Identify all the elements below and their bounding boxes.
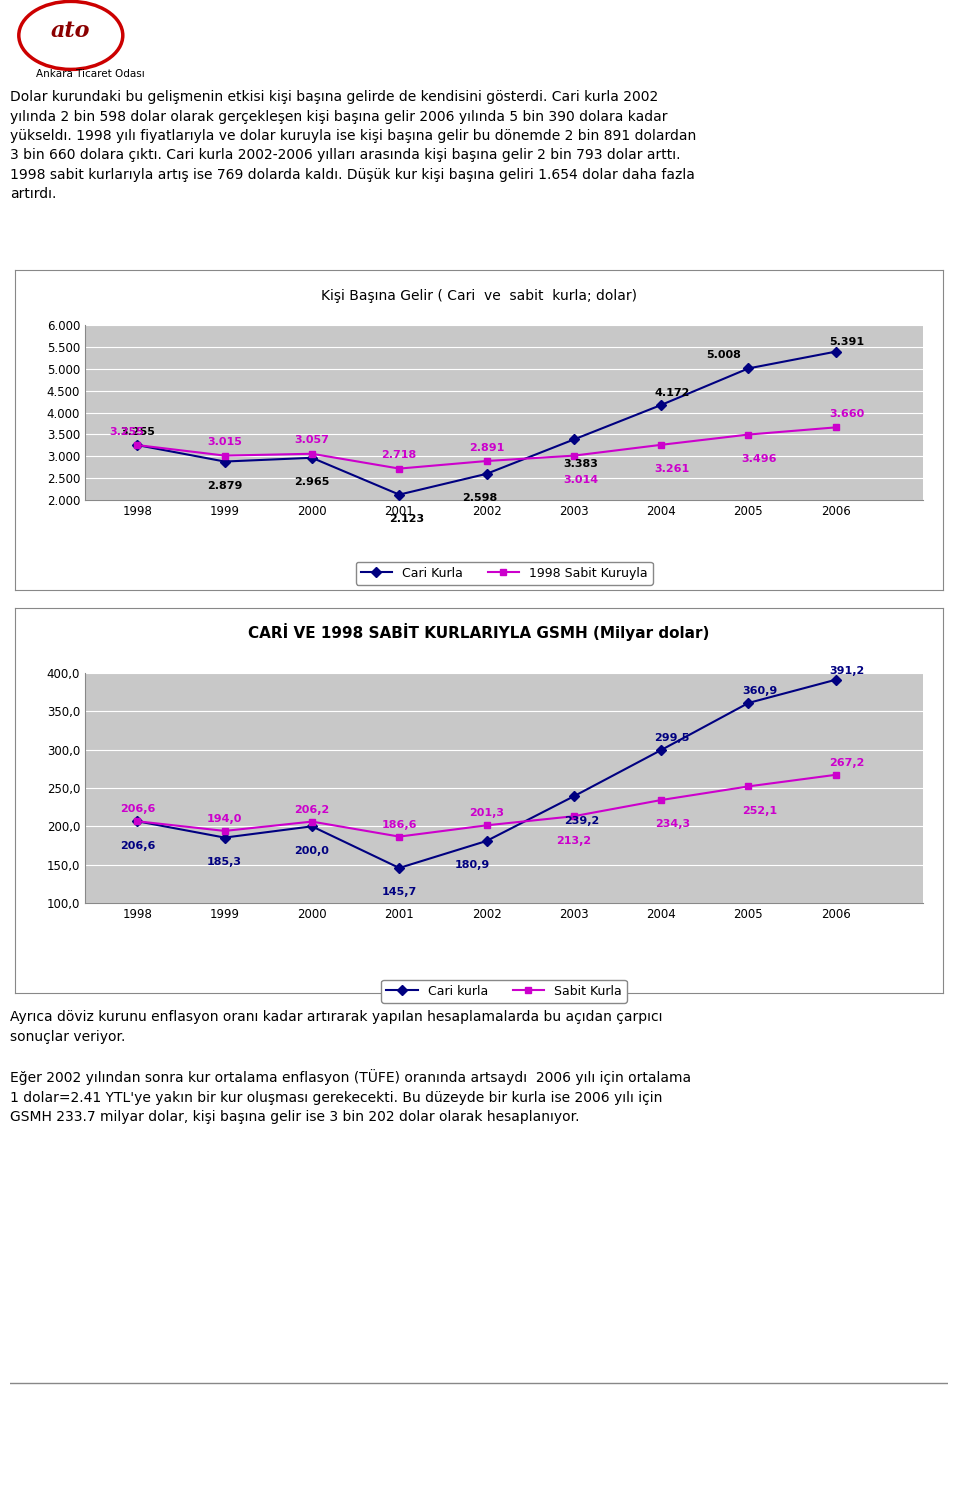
Text: 201,3: 201,3 — [469, 809, 504, 818]
Text: 3.057: 3.057 — [295, 436, 329, 445]
Text: 234,3: 234,3 — [655, 819, 690, 830]
Text: 3.383: 3.383 — [564, 458, 598, 469]
Text: 3.261: 3.261 — [655, 464, 690, 475]
Legend: Cari Kurla, 1998 Sabit Kuruyla: Cari Kurla, 1998 Sabit Kuruyla — [355, 562, 653, 584]
Text: 3.255: 3.255 — [108, 427, 144, 437]
Legend: Cari kurla, Sabit Kurla: Cari kurla, Sabit Kurla — [381, 980, 627, 1002]
Text: 200,0: 200,0 — [295, 846, 329, 855]
Text: Dolar kurundaki bu gelişmenin etkisi kişi başına gelirde de kendisini gösterdi. : Dolar kurundaki bu gelişmenin etkisi kiş… — [10, 90, 696, 202]
Text: Ayrıca döviz kurunu enflasyon oranı kadar artırarak yapılan hesaplamalarda bu aç: Ayrıca döviz kurunu enflasyon oranı kada… — [10, 1010, 691, 1125]
Text: 180,9: 180,9 — [455, 860, 491, 870]
Text: 3.660: 3.660 — [829, 409, 864, 419]
Text: 5.008: 5.008 — [706, 351, 741, 360]
Text: 206,6: 206,6 — [120, 804, 156, 815]
Text: 145,7: 145,7 — [382, 887, 417, 897]
Text: 2.718: 2.718 — [382, 451, 417, 460]
Text: 206,6: 206,6 — [120, 840, 156, 851]
Text: 5.391: 5.391 — [829, 337, 864, 348]
Text: 2.123: 2.123 — [389, 514, 423, 524]
Text: 194,0: 194,0 — [207, 813, 242, 824]
Text: Kişi Başına Gelir ( Cari  ve  sabit  kurla; dolar): Kişi Başına Gelir ( Cari ve sabit kurla;… — [321, 289, 637, 303]
Text: 213,2: 213,2 — [556, 836, 591, 846]
Text: 186,6: 186,6 — [381, 819, 417, 830]
Text: 2.965: 2.965 — [295, 478, 329, 487]
Text: CARİ VE 1998 SABİT KURLARIYLA GSMH (Milyar dolar): CARİ VE 1998 SABİT KURLARIYLA GSMH (Mily… — [249, 623, 709, 641]
Text: 206,2: 206,2 — [295, 804, 329, 815]
Text: 3.015: 3.015 — [207, 437, 242, 448]
Text: 185,3: 185,3 — [207, 857, 242, 867]
Text: 2.891: 2.891 — [468, 443, 504, 452]
Text: Ankara Ticaret Odası: Ankara Ticaret Odası — [36, 69, 144, 78]
Text: 239,2: 239,2 — [564, 816, 600, 825]
Text: 252,1: 252,1 — [742, 806, 777, 816]
Text: 3.496: 3.496 — [742, 454, 778, 464]
Text: 360,9: 360,9 — [742, 686, 778, 697]
Text: 2.598: 2.598 — [462, 493, 497, 503]
Text: 4.172: 4.172 — [655, 388, 690, 398]
Text: ato: ato — [51, 19, 90, 42]
Text: 391,2: 391,2 — [829, 665, 864, 676]
Text: 267,2: 267,2 — [829, 758, 865, 768]
Text: 2.879: 2.879 — [207, 481, 242, 491]
Text: 3.014: 3.014 — [564, 475, 598, 485]
Text: 299,5: 299,5 — [655, 733, 690, 743]
Text: 3.255: 3.255 — [120, 427, 155, 437]
